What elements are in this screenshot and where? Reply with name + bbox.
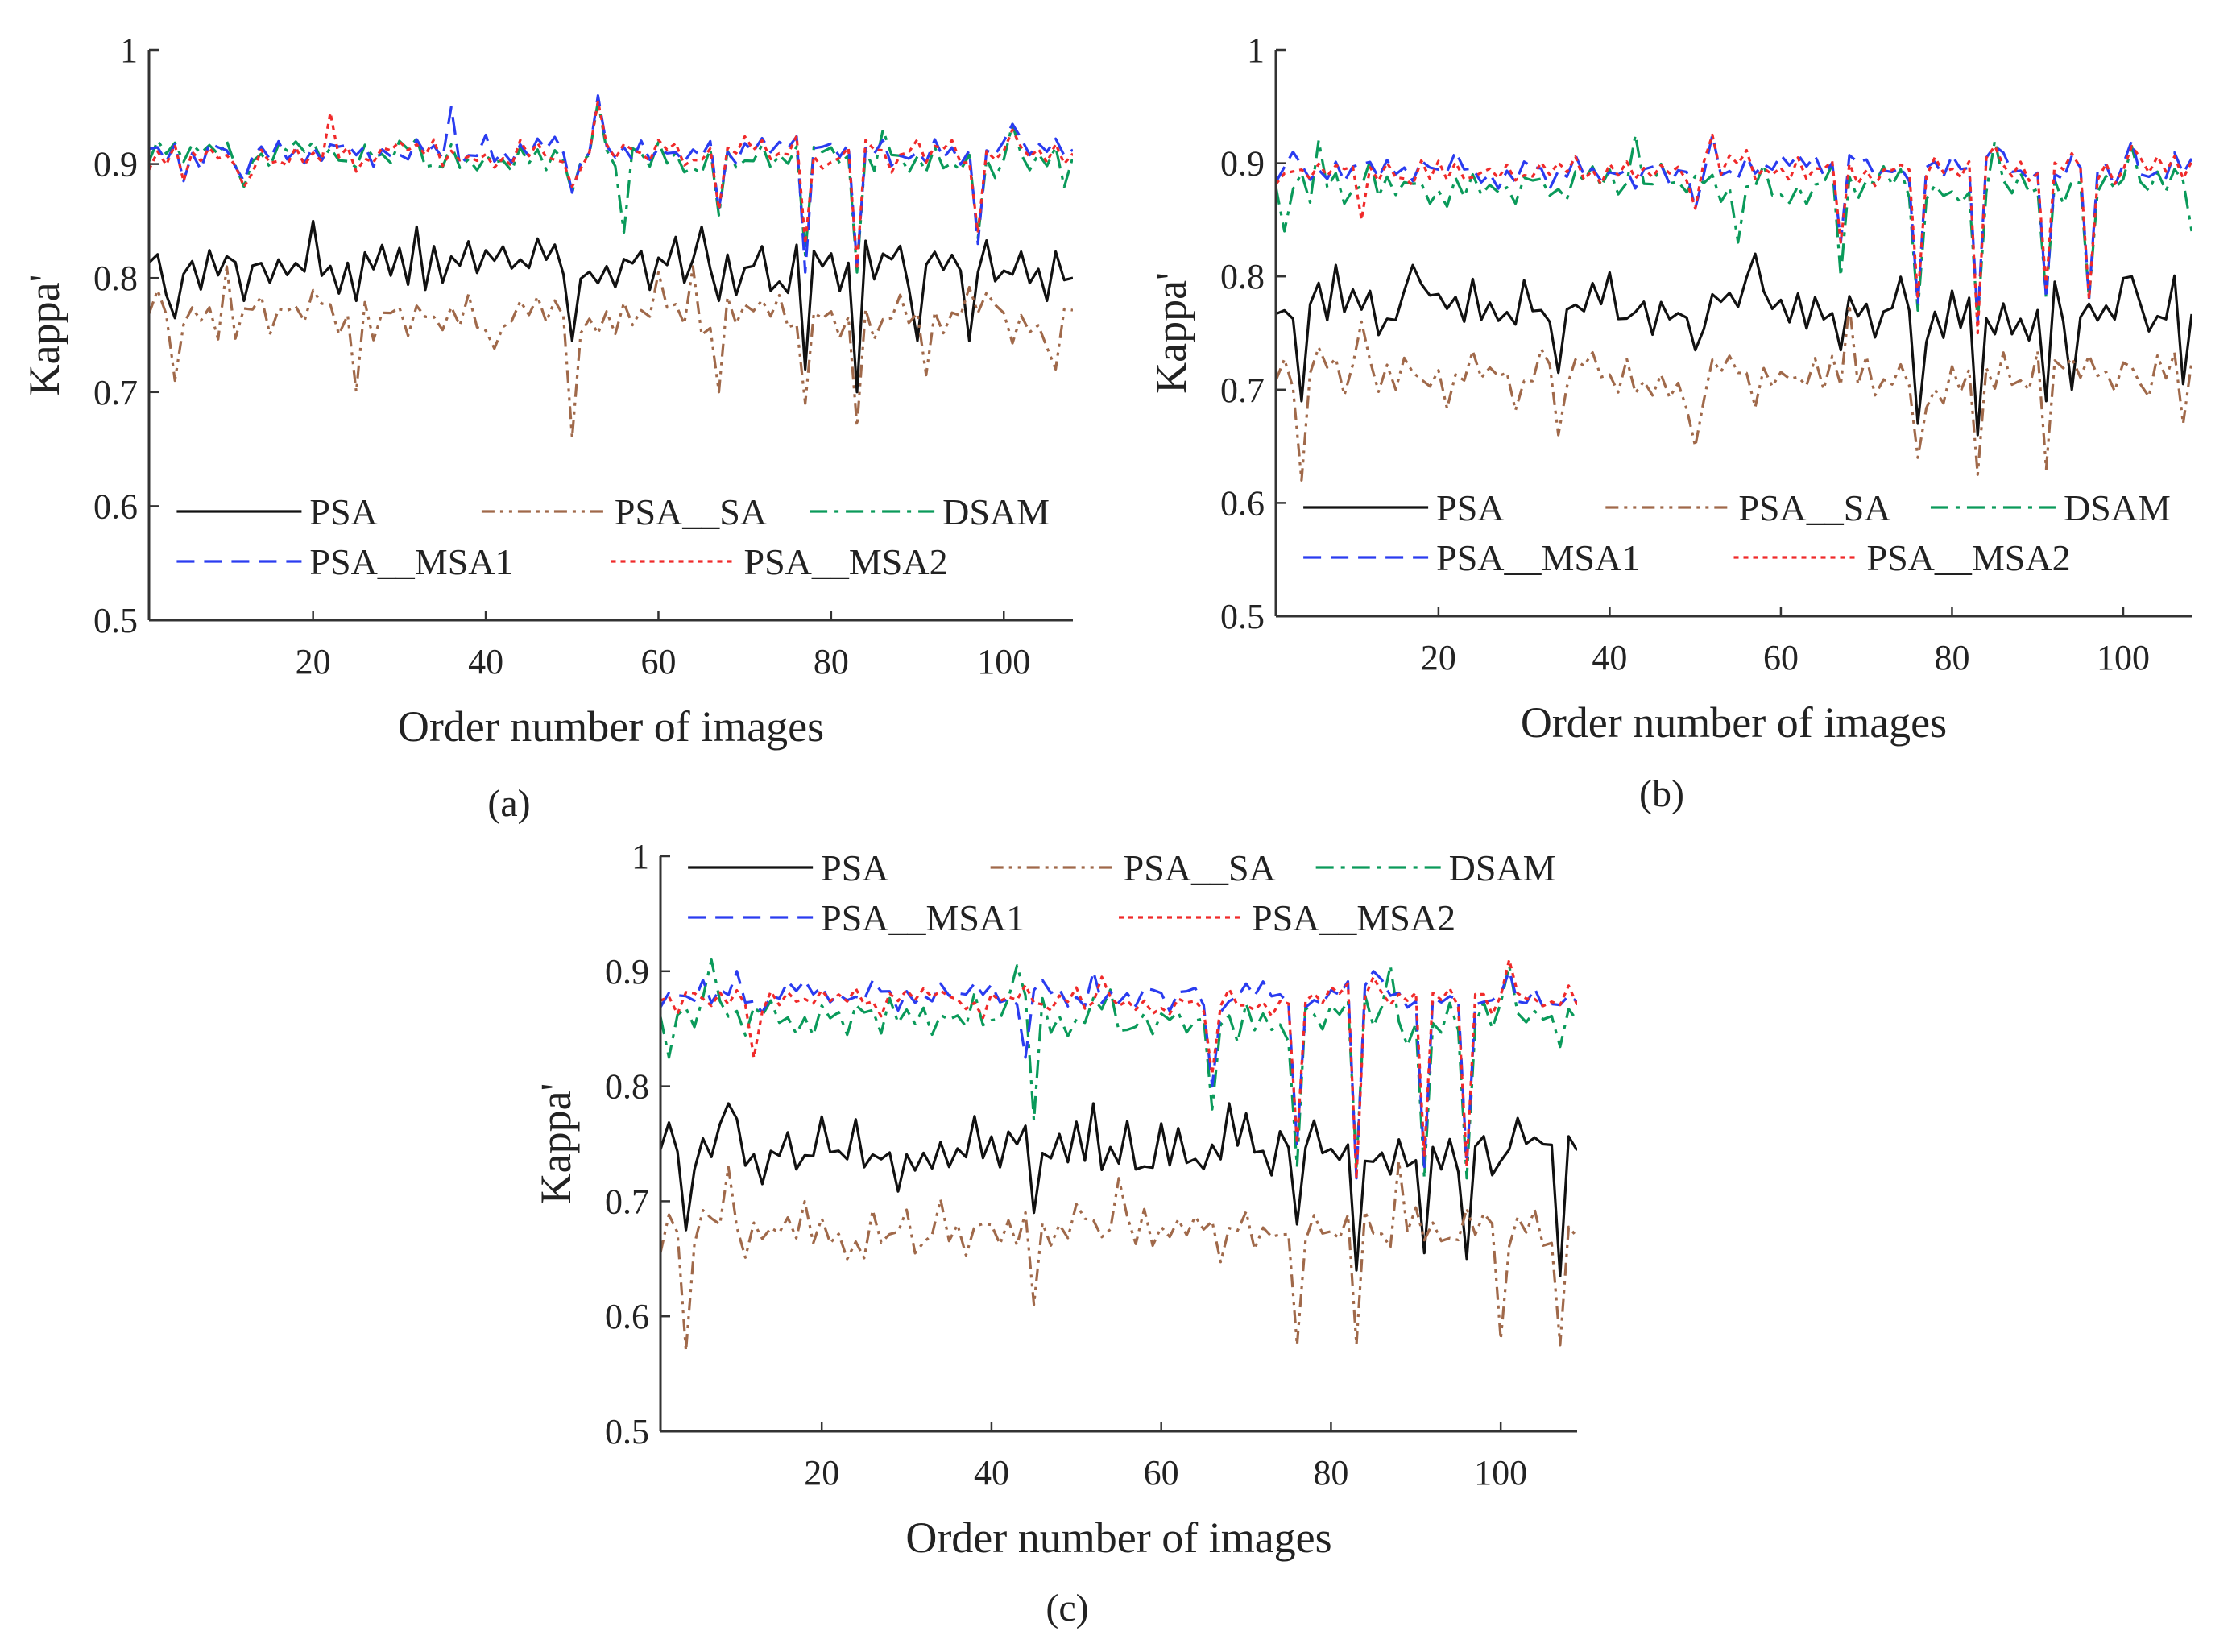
x-tick-label: 60: [640, 642, 676, 681]
series-line-psa-msa2: [1276, 133, 2192, 335]
y-tick-label: 0.6: [1220, 483, 1265, 523]
caption-a: (a): [487, 782, 530, 825]
y-tick-label: 1: [1247, 31, 1265, 70]
legend-label: PSA: [821, 847, 888, 888]
legend-label: PSA__MSA1: [821, 897, 1025, 938]
x-tick-label: 60: [1763, 638, 1799, 677]
x-tick-label: 80: [814, 642, 849, 681]
y-tick-label: 0.9: [1220, 144, 1265, 184]
series-group-b: [1276, 133, 2192, 482]
y-tick-label: 0.8: [1220, 257, 1265, 296]
legend-label: PSA: [309, 491, 377, 532]
y-tick-label: 0.9: [93, 145, 138, 184]
legend: PSA PSA__SA DSAM PSA__MSA1 PSA__MSA2: [1303, 487, 2171, 578]
legend-label: DSAM: [2064, 487, 2171, 528]
x-tick-label: 100: [1474, 1453, 1527, 1493]
y-tick-label: 0.7: [605, 1182, 649, 1221]
y-tick-label: 0.5: [93, 601, 138, 640]
y-tick-label: 0.6: [605, 1297, 649, 1336]
x-tick-label: 80: [1934, 638, 1969, 677]
y-tick-label: 0.8: [605, 1067, 649, 1107]
x-tick-label: 80: [1313, 1453, 1348, 1493]
legend-label: PSA__SA: [615, 491, 767, 532]
series-line-psa: [149, 219, 1073, 394]
legend-label: PSA__MSA1: [309, 541, 513, 582]
x-axis-label: Order number of images: [905, 1513, 1331, 1562]
legend-label: PSA__MSA2: [1867, 537, 2071, 578]
x-tick-label: 60: [1144, 1453, 1179, 1493]
series-line-psa-msa2: [149, 100, 1073, 268]
legend-label: PSA__SA: [1124, 847, 1276, 888]
y-axis-label: Kappa': [20, 275, 68, 396]
series-line-psa-msa1: [1276, 133, 2192, 323]
legend: PSA PSA__SA DSAM PSA__MSA1 PSA__MSA2: [688, 847, 1556, 938]
y-tick-label: 0.6: [93, 486, 138, 526]
chart-c: 0.5 0.6 0.7 0.8 0.9 1 20 40 60 80 100 Order number …: [532, 837, 1577, 1562]
series-line-psa-msa1: [149, 94, 1073, 274]
y-axis-label: Kappa': [1147, 272, 1195, 394]
x-tick-label: 40: [974, 1453, 1009, 1493]
y-tick-label: 0.7: [1220, 371, 1265, 410]
y-tick-label: 0.5: [605, 1412, 649, 1451]
caption-c: (c): [1046, 1587, 1088, 1629]
series-line-psa-sa: [149, 265, 1073, 439]
legend-label: DSAM: [942, 491, 1050, 532]
series-line-psa-sa: [660, 1159, 1577, 1352]
series-line-psa: [1276, 252, 2192, 437]
chart-a: 0.5 0.6 0.7 0.8 0.9 1 20 40 60 80 100 Order number …: [20, 31, 1073, 751]
legend-label: PSA__SA: [1738, 487, 1890, 528]
x-tick-label: 20: [804, 1453, 839, 1493]
legend-label: PSA: [1436, 487, 1504, 528]
x-tick-label: 100: [977, 642, 1030, 681]
y-tick-label: 1: [120, 31, 138, 70]
legend: PSA PSA__SA DSAM PSA__MSA1 PSA__MSA2: [176, 491, 1050, 582]
legend-label: DSAM: [1449, 847, 1556, 888]
legend-label: PSA__MSA2: [1252, 897, 1455, 938]
chart-b: 0.5 0.6 0.7 0.8 0.9 1 20 40 60 80 100 Order number …: [1147, 31, 2192, 747]
legend-label: PSA__MSA2: [744, 541, 948, 582]
y-tick-label: 0.8: [93, 259, 138, 298]
x-axis-label: Order number of images: [1521, 698, 1947, 747]
series-group-a: [149, 94, 1073, 439]
x-tick-label: 100: [2097, 638, 2150, 677]
y-axis-label: Kappa': [532, 1083, 580, 1205]
x-tick-label: 40: [1592, 638, 1627, 677]
y-tick-label: 1: [631, 837, 649, 876]
series-line-psa-sa: [1276, 303, 2192, 482]
caption-b: (b): [1639, 772, 1684, 815]
series-group-c: [660, 958, 1577, 1352]
y-tick-label: 0.9: [605, 952, 649, 992]
legend-label: PSA__MSA1: [1436, 537, 1640, 578]
y-tick-label: 0.5: [1220, 597, 1265, 636]
series-line-psa-msa2: [660, 958, 1577, 1180]
series-line-dsam: [149, 100, 1073, 274]
x-axis-label: Order number of images: [398, 702, 824, 751]
series-line-psa: [660, 1102, 1577, 1277]
x-tick-label: 20: [296, 642, 331, 681]
series-line-psa-msa1: [660, 970, 1577, 1180]
series-line-dsam: [660, 958, 1577, 1180]
y-tick-label: 0.7: [93, 373, 138, 412]
x-tick-label: 20: [1421, 638, 1456, 677]
x-tick-label: 40: [468, 642, 503, 681]
